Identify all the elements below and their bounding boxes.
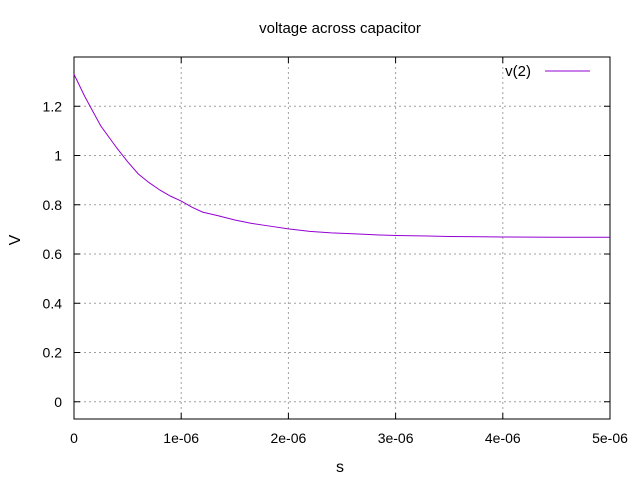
axis-ticks: 0 1e-06 2e-06 3e-06 4e-06 5e-06 0 0.2 0.4 0.6 0.8 1… bbox=[43, 57, 628, 446]
y-tick-label: 1 bbox=[54, 148, 62, 164]
legend: v(2) bbox=[505, 63, 590, 80]
y-tick-label: 0.2 bbox=[43, 345, 63, 361]
y-tick-label: 0.6 bbox=[43, 246, 63, 262]
y-tick-label: 0 bbox=[54, 394, 62, 410]
x-tick-label: 1e-06 bbox=[163, 430, 199, 446]
y-tick-label: 0.8 bbox=[43, 197, 63, 213]
y-axis-title: V bbox=[7, 234, 24, 245]
y-tick-label: 0.4 bbox=[43, 295, 63, 311]
y-tick-label: 1.2 bbox=[43, 98, 63, 114]
x-tick-label: 4e-06 bbox=[485, 430, 521, 446]
chart-title: voltage across capacitor bbox=[259, 20, 421, 37]
x-tick-label: 2e-06 bbox=[270, 430, 306, 446]
x-axis-title: s bbox=[336, 459, 344, 476]
legend-label: v(2) bbox=[505, 63, 531, 80]
x-tick-label: 5e-06 bbox=[592, 430, 628, 446]
series-layer bbox=[73, 74, 610, 238]
x-tick-label: 0 bbox=[70, 430, 78, 446]
grid-lines bbox=[74, 57, 610, 419]
series-line-v(2) bbox=[73, 74, 610, 238]
x-tick-label: 3e-06 bbox=[378, 430, 414, 446]
plot-area-border bbox=[73, 56, 611, 420]
